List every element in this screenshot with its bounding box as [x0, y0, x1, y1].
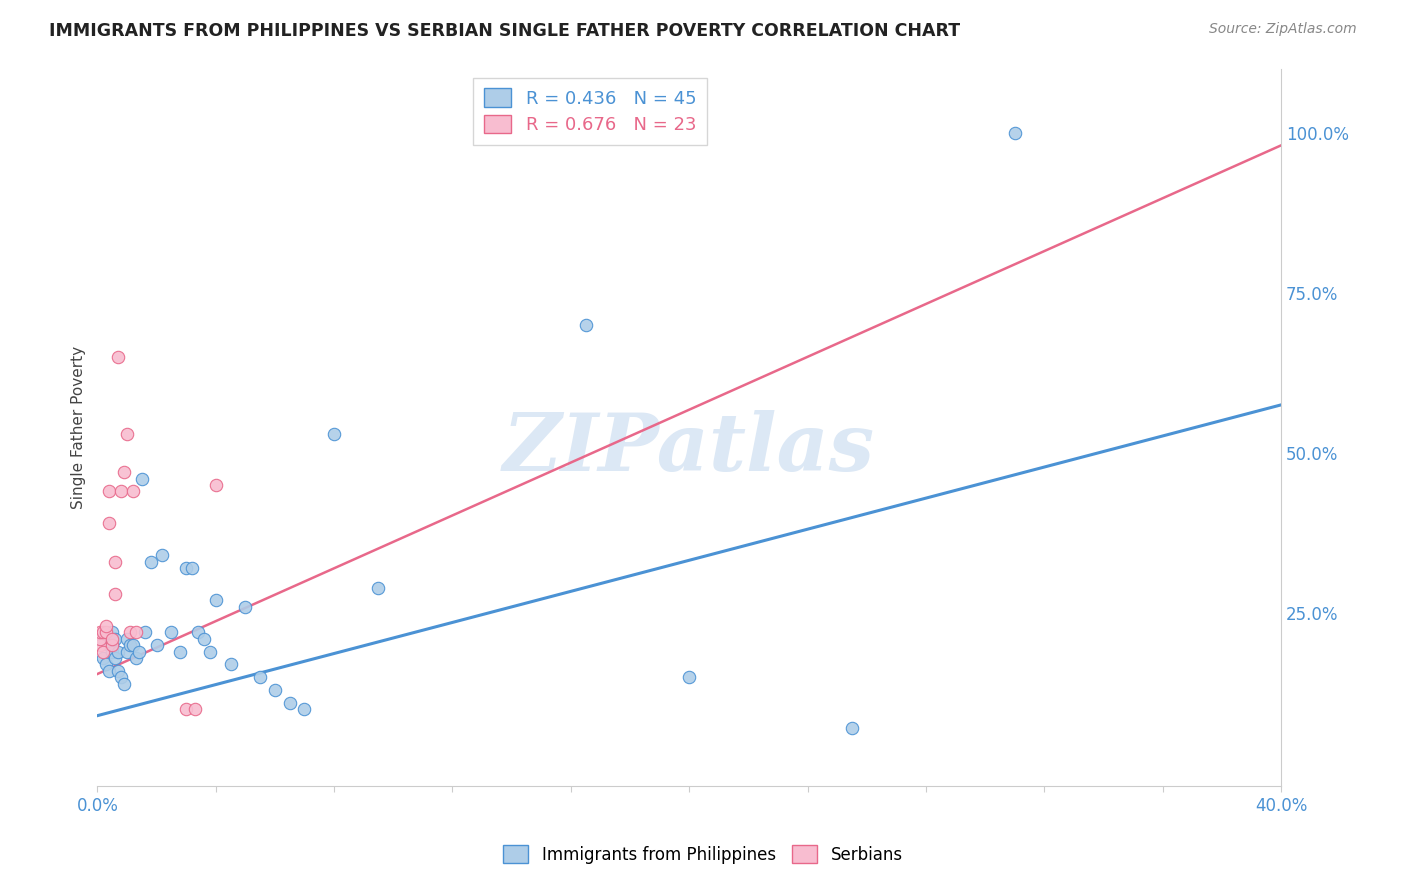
- Text: Source: ZipAtlas.com: Source: ZipAtlas.com: [1209, 22, 1357, 37]
- Point: [145, 638, 167, 652]
- Point: [91, 651, 114, 665]
- Point: [131, 472, 153, 486]
- Point: [278, 696, 301, 710]
- Point: [174, 561, 197, 575]
- Point: [96, 619, 118, 633]
- Point: [367, 581, 389, 595]
- Point: [125, 651, 148, 665]
- Point: [152, 549, 174, 563]
- Point: [101, 638, 124, 652]
- Point: [841, 722, 863, 736]
- Point: [112, 676, 135, 690]
- Point: [204, 593, 226, 607]
- Point: [98, 664, 121, 678]
- Point: [115, 632, 138, 646]
- Point: [115, 426, 138, 441]
- Point: [98, 638, 121, 652]
- Point: [249, 670, 271, 684]
- Point: [187, 625, 209, 640]
- Point: [91, 644, 114, 658]
- Point: [89, 625, 111, 640]
- Point: [104, 632, 127, 646]
- Point: [121, 638, 143, 652]
- Point: [101, 644, 124, 658]
- Point: [323, 426, 346, 441]
- Point: [125, 625, 148, 640]
- Point: [184, 702, 207, 716]
- Point: [174, 702, 197, 716]
- Point: [204, 478, 226, 492]
- Point: [89, 632, 111, 646]
- Point: [233, 599, 256, 614]
- Point: [118, 638, 141, 652]
- Legend: Immigrants from Philippines, Serbians: Immigrants from Philippines, Serbians: [496, 838, 910, 871]
- Point: [101, 638, 124, 652]
- Point: [104, 555, 127, 569]
- Point: [139, 555, 162, 569]
- Point: [264, 683, 287, 698]
- Point: [89, 632, 111, 646]
- Point: [219, 657, 242, 672]
- Point: [574, 318, 596, 332]
- Point: [115, 644, 138, 658]
- Point: [104, 651, 127, 665]
- Point: [110, 670, 132, 684]
- Point: [107, 350, 129, 364]
- Point: [107, 664, 129, 678]
- Text: ZIPatlas: ZIPatlas: [503, 410, 875, 488]
- Point: [128, 644, 150, 658]
- Text: IMMIGRANTS FROM PHILIPPINES VS SERBIAN SINGLE FATHER POVERTY CORRELATION CHART: IMMIGRANTS FROM PHILIPPINES VS SERBIAN S…: [49, 22, 960, 40]
- Point: [107, 644, 129, 658]
- Point: [98, 516, 121, 531]
- Point: [98, 484, 121, 499]
- Point: [198, 644, 221, 658]
- Point: [96, 625, 118, 640]
- Point: [112, 465, 135, 479]
- Point: [91, 625, 114, 640]
- Point: [1004, 126, 1026, 140]
- Point: [294, 702, 316, 716]
- Point: [110, 484, 132, 499]
- Point: [134, 625, 156, 640]
- Point: [101, 625, 124, 640]
- Point: [118, 625, 141, 640]
- Point: [89, 638, 111, 652]
- Point: [96, 657, 118, 672]
- Point: [193, 632, 215, 646]
- Point: [678, 670, 700, 684]
- Point: [104, 587, 127, 601]
- Point: [160, 625, 183, 640]
- Point: [121, 484, 143, 499]
- Legend: R = 0.436   N = 45, R = 0.676   N = 23: R = 0.436 N = 45, R = 0.676 N = 23: [474, 78, 707, 145]
- Y-axis label: Single Father Poverty: Single Father Poverty: [72, 346, 86, 509]
- Point: [101, 632, 124, 646]
- Point: [181, 561, 204, 575]
- Point: [169, 644, 191, 658]
